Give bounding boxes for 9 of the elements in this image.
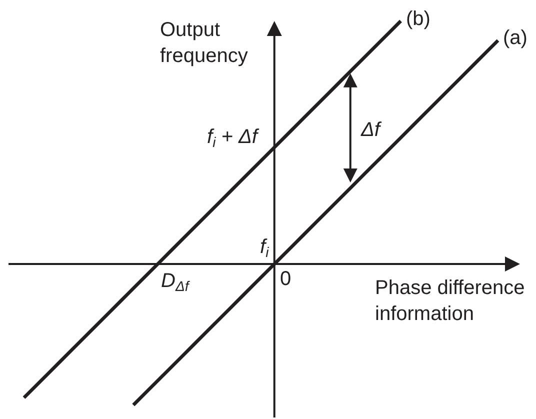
annotation: D$_{Δf}$ xyxy=(161,270,191,294)
x-axis-title: Phase difference information xyxy=(375,277,525,325)
annotation: 0 xyxy=(280,268,292,290)
series-label: (a) xyxy=(503,27,528,49)
annotation: Δf xyxy=(360,119,382,141)
y-axis-title: Output frequency xyxy=(160,19,248,67)
annotation: f$_{i}$ + Δf xyxy=(207,126,260,150)
annotation: f$_{i}$ xyxy=(260,236,270,260)
series-label: (b) xyxy=(406,8,430,30)
